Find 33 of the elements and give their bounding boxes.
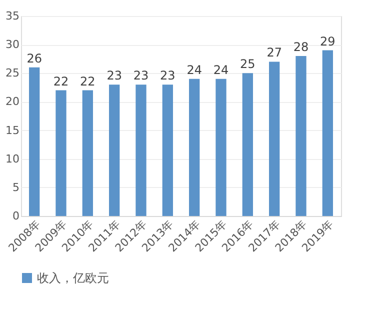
bar — [109, 84, 120, 216]
data-label: 26 — [26, 51, 42, 66]
y-tick-label: 0 — [12, 210, 20, 222]
bar — [216, 78, 226, 216]
bar — [162, 84, 173, 216]
data-label: 27 — [266, 46, 282, 60]
bar — [82, 90, 93, 216]
bar — [189, 78, 200, 216]
bar — [56, 90, 66, 216]
data-label: 23 — [160, 68, 176, 83]
bar — [29, 67, 40, 216]
data-label: 22 — [80, 74, 96, 88]
y-tick-label: 25 — [6, 66, 20, 80]
legend-label: 收入，亿欧元 — [37, 271, 109, 285]
data-label: 29 — [320, 34, 336, 48]
bar — [296, 56, 306, 216]
y-tick-label: 30 — [6, 38, 20, 52]
data-label: 28 — [293, 40, 309, 54]
data-label: 24 — [186, 62, 202, 77]
bar — [136, 84, 146, 216]
bar — [269, 62, 280, 216]
bar — [322, 50, 333, 216]
data-label: 23 — [133, 68, 149, 83]
data-label: 25 — [240, 57, 256, 72]
y-tick-label: 5 — [12, 180, 20, 194]
y-tick-label: 20 — [6, 95, 20, 108]
bar — [242, 73, 253, 216]
y-tick-label: 15 — [6, 124, 20, 137]
data-label: 23 — [106, 68, 122, 83]
y-tick-label: 10 — [6, 152, 20, 166]
y-tick-label: 35 — [6, 10, 20, 22]
data-label: 24 — [213, 62, 229, 77]
data-label: 22 — [53, 74, 69, 88]
